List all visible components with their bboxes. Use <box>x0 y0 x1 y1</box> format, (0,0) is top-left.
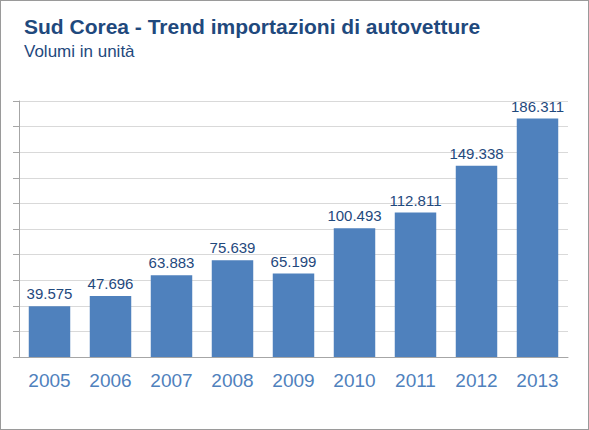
svg-text:2012: 2012 <box>455 370 497 391</box>
svg-text:39.575: 39.575 <box>27 285 73 302</box>
svg-text:112.811: 112.811 <box>390 192 442 209</box>
svg-text:65.199: 65.199 <box>271 253 317 270</box>
svg-text:2007: 2007 <box>150 370 192 391</box>
svg-text:75.639: 75.639 <box>210 239 256 256</box>
svg-text:2011: 2011 <box>395 370 436 391</box>
svg-text:47.696: 47.696 <box>88 275 134 292</box>
svg-text:2009: 2009 <box>272 370 314 391</box>
svg-text:149.338: 149.338 <box>449 145 503 162</box>
svg-text:100.493: 100.493 <box>327 207 381 224</box>
svg-text:2008: 2008 <box>211 370 253 391</box>
svg-text:2005: 2005 <box>28 370 70 391</box>
svg-text:2006: 2006 <box>89 370 131 391</box>
svg-text:2013: 2013 <box>516 370 558 391</box>
svg-text:186.311: 186.311 <box>511 98 564 115</box>
svg-text:Sud Corea - Trend importazioni: Sud Corea - Trend importazioni di autove… <box>24 15 480 38</box>
svg-text:63.883: 63.883 <box>149 254 195 271</box>
svg-text:2010: 2010 <box>333 370 375 391</box>
svg-text:Volumi in unità: Volumi in unità <box>24 42 135 61</box>
